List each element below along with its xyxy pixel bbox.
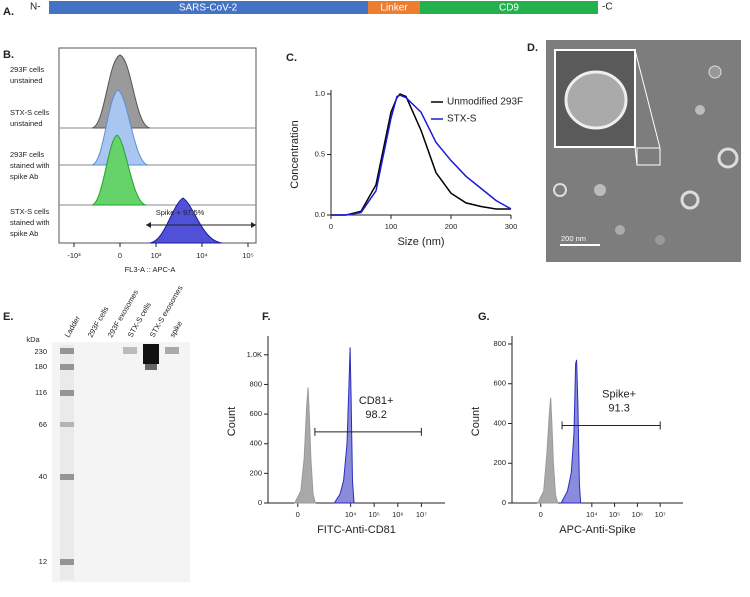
marker-label: 230 xyxy=(34,347,47,356)
line xyxy=(331,93,511,216)
segment xyxy=(49,1,368,14)
gel xyxy=(52,342,190,582)
y-tick-label: 1.0K xyxy=(247,350,262,359)
marker-label: 116 xyxy=(35,388,47,397)
panel-letter: E. xyxy=(3,311,13,323)
y-tick-label: 600 xyxy=(249,409,262,418)
x-axis-label: Size (nm) xyxy=(397,236,444,248)
x-tick-label: 200 xyxy=(445,222,458,231)
y-tick-label: 800 xyxy=(249,379,262,388)
y-tick-label: 400 xyxy=(493,418,506,427)
y-tick-label: 200 xyxy=(249,468,262,477)
x-axis-label: FITC-Anti-CD81 xyxy=(317,524,396,536)
micrograph xyxy=(546,40,741,262)
segment-label: Linker xyxy=(380,3,408,14)
area xyxy=(537,397,559,504)
panel-letter: B. xyxy=(3,49,14,61)
row-label: STX-S cells xyxy=(10,207,49,216)
area xyxy=(293,387,316,504)
row-label: 293F cells xyxy=(10,65,44,74)
area xyxy=(560,359,582,504)
segment-label: SARS-CoV-2 xyxy=(179,3,238,14)
x-tick-label: 10⁶ xyxy=(632,510,643,519)
x-tick-label: 10⁶ xyxy=(392,510,403,519)
x-tick-label: 0 xyxy=(329,222,333,231)
y-tick-label: 0 xyxy=(258,498,262,507)
gate-label: Spike+ xyxy=(602,388,636,400)
row-label: spike Ab xyxy=(10,229,38,238)
row-label: STX-S cells xyxy=(10,108,49,117)
x-tick-label: 10³ xyxy=(151,251,162,260)
marker-label: 180 xyxy=(34,362,47,371)
y-tick-label: 1.0 xyxy=(315,89,325,98)
row-label: unstained xyxy=(10,119,43,128)
x-axis-label: FL3-A :: APC-A xyxy=(125,265,176,274)
panel-letter: F. xyxy=(262,311,271,323)
marker-label: 66 xyxy=(39,420,47,429)
x-tick-label: 0 xyxy=(118,251,122,260)
x-tick-label: 0 xyxy=(296,510,300,519)
x-tick-label: 10⁴ xyxy=(196,251,208,260)
gate-percent: 98.2 xyxy=(365,409,386,421)
gate-label: Spike + 97.5% xyxy=(156,208,205,217)
histograms xyxy=(59,54,256,244)
area xyxy=(333,347,355,504)
row-label: stained with xyxy=(10,161,50,170)
gate-percent: 91.3 xyxy=(608,402,629,414)
x-tick-label: 10⁵ xyxy=(242,251,253,260)
lane-label: Ladder xyxy=(63,314,83,339)
segment xyxy=(420,1,598,14)
y-tick-label: 800 xyxy=(493,339,506,348)
row-label: spike Ab xyxy=(10,172,38,181)
lane-label: spike xyxy=(168,319,185,339)
panel-letter: D. xyxy=(527,42,538,54)
gate-label: CD81+ xyxy=(359,395,394,407)
legend-label: STX-S xyxy=(447,114,477,125)
y-tick-label: 0 xyxy=(502,498,506,507)
y-axis-label: Count xyxy=(226,407,238,436)
x-tick-label: 10⁷ xyxy=(416,510,427,519)
x-tick-label: -10³ xyxy=(67,251,81,260)
x-tick-label: 0 xyxy=(539,510,543,519)
row-label: stained with xyxy=(10,218,50,227)
x-tick-label: 10⁴ xyxy=(345,510,357,519)
y-tick-label: 0.5 xyxy=(315,149,325,158)
panel-letter: A. xyxy=(3,6,14,18)
y-axis-label: Concentration xyxy=(289,120,301,189)
n-terminus: N- xyxy=(30,2,41,13)
x-tick-label: 10⁵ xyxy=(368,510,379,519)
row-label: 293F cells xyxy=(10,150,44,159)
marker-label: 40 xyxy=(39,472,47,481)
y-tick-label: 400 xyxy=(249,439,262,448)
panel-letter: C. xyxy=(286,52,297,64)
row-label: unstained xyxy=(10,76,43,85)
x-tick-label: 10⁴ xyxy=(586,510,598,519)
legend-label: Unmodified 293F xyxy=(447,97,523,108)
x-tick-label: 10⁷ xyxy=(655,510,666,519)
x-tick-label: 100 xyxy=(385,222,398,231)
y-axis-label: Count xyxy=(470,407,482,436)
y-tick-label: 200 xyxy=(493,458,506,467)
y-tick-label: 600 xyxy=(493,379,506,388)
marker-label: 12 xyxy=(39,557,47,566)
x-axis-label: APC-Anti-Spike xyxy=(559,524,635,536)
unit-label: kDa xyxy=(26,335,40,344)
y-tick-label: 0.0 xyxy=(315,210,325,219)
line xyxy=(331,94,512,216)
segment xyxy=(368,1,420,14)
panel-letter: G. xyxy=(478,311,490,323)
x-tick-label: 300 xyxy=(505,222,518,231)
scale-bar-label: 200 nm xyxy=(561,234,586,243)
x-tick-label: 10⁵ xyxy=(609,510,620,519)
segment-label: CD9 xyxy=(499,3,519,14)
c-terminus: -C xyxy=(602,2,613,13)
